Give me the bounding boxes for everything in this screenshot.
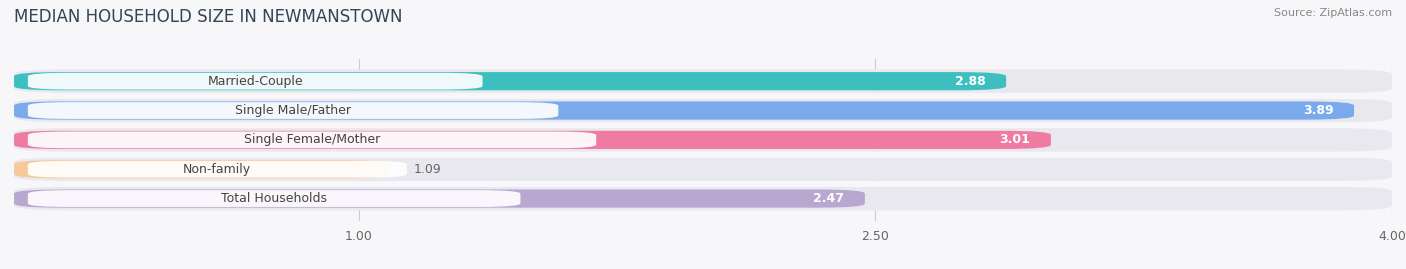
Text: Source: ZipAtlas.com: Source: ZipAtlas.com xyxy=(1274,8,1392,18)
FancyBboxPatch shape xyxy=(28,190,520,207)
Text: 1.09: 1.09 xyxy=(413,163,441,176)
Text: 3.01: 3.01 xyxy=(1000,133,1031,146)
Text: Single Female/Mother: Single Female/Mother xyxy=(243,133,380,146)
Text: MEDIAN HOUSEHOLD SIZE IN NEWMANSTOWN: MEDIAN HOUSEHOLD SIZE IN NEWMANSTOWN xyxy=(14,8,402,26)
FancyBboxPatch shape xyxy=(14,128,1392,152)
FancyBboxPatch shape xyxy=(14,99,1392,122)
FancyBboxPatch shape xyxy=(14,69,1392,93)
Text: 2.88: 2.88 xyxy=(955,75,986,88)
FancyBboxPatch shape xyxy=(14,101,1354,120)
Text: 3.89: 3.89 xyxy=(1303,104,1333,117)
Text: Total Households: Total Households xyxy=(221,192,328,205)
Text: Married-Couple: Married-Couple xyxy=(207,75,304,88)
FancyBboxPatch shape xyxy=(14,157,1392,181)
FancyBboxPatch shape xyxy=(14,131,1050,149)
Text: 2.47: 2.47 xyxy=(813,192,844,205)
FancyBboxPatch shape xyxy=(14,160,389,178)
FancyBboxPatch shape xyxy=(28,102,558,119)
FancyBboxPatch shape xyxy=(14,189,865,208)
Text: Non-family: Non-family xyxy=(183,163,252,176)
FancyBboxPatch shape xyxy=(14,187,1392,210)
FancyBboxPatch shape xyxy=(28,161,406,178)
FancyBboxPatch shape xyxy=(28,132,596,148)
FancyBboxPatch shape xyxy=(28,73,482,90)
FancyBboxPatch shape xyxy=(14,72,1007,90)
Text: Single Male/Father: Single Male/Father xyxy=(235,104,352,117)
